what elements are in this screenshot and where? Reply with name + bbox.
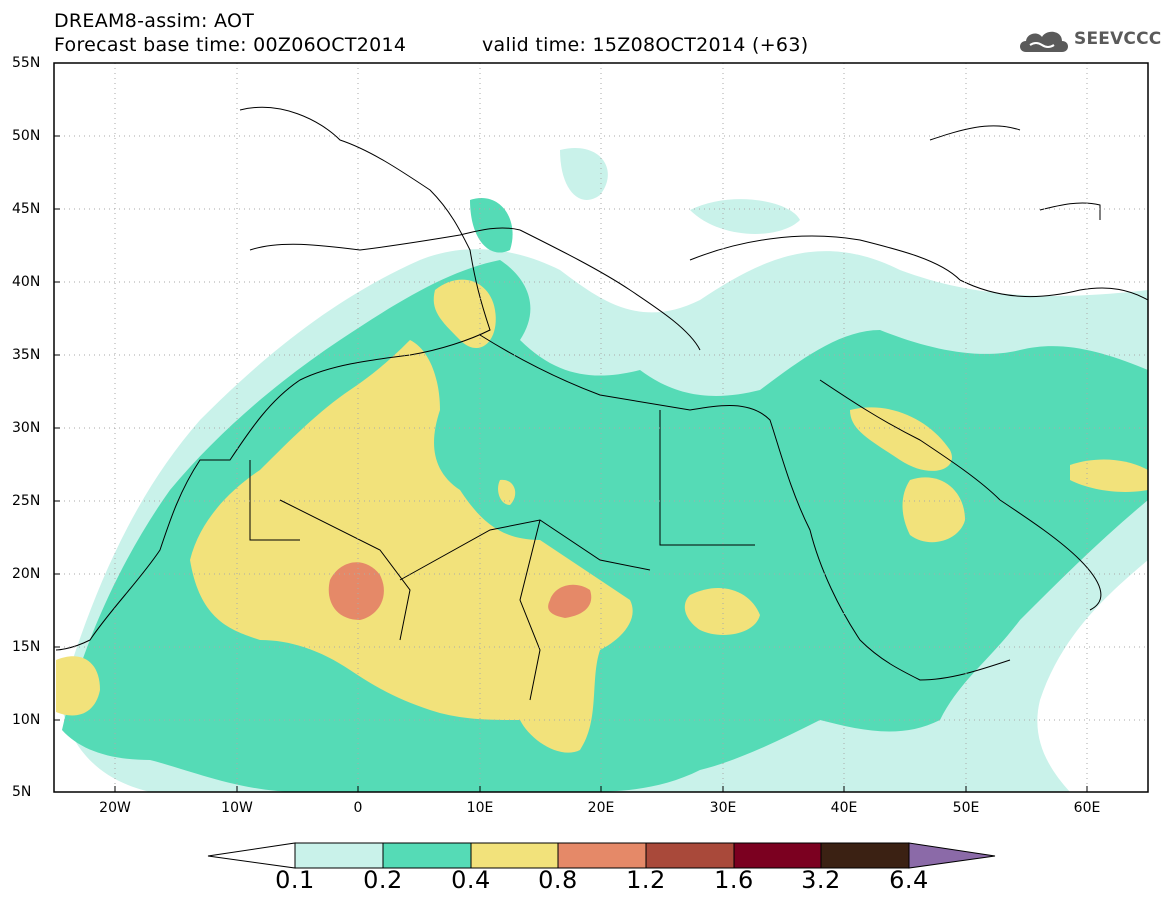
colorbar-seg-1 [294,842,384,869]
colorbar-seg-over [908,842,996,869]
aot-band-0.8-1.2 [328,562,592,620]
lon-label: 10E [466,800,494,816]
lat-label: 20N [12,566,41,582]
lat-label: 40N [12,274,41,290]
colorbar-seg-3 [470,842,559,869]
lat-label: 55N [12,55,41,71]
colorbar-label: 1.2 [626,866,666,894]
lon-label: 0 [353,800,363,816]
aot-band-0.4-0.8 [56,279,1148,753]
lat-label: 15N [12,639,41,655]
lon-label: 20W [99,800,131,816]
lon-label: 10W [221,800,253,816]
seevccc-logo: SEEVCCC [1016,24,1161,56]
map-title: DREAM8-assim: AOT [54,10,255,32]
colorbar-label: 6.4 [889,866,929,894]
tick-marks [54,62,1088,793]
forecast-base-time: Forecast base time: 00Z06OCT2014 [54,34,407,56]
lat-label: 5N [12,784,32,800]
lat-label: 10N [12,712,41,728]
lon-label: 50E [952,800,980,816]
lat-label: 30N [12,420,41,436]
colorbar-label: 1.6 [714,866,754,894]
lat-label: 25N [12,493,41,509]
colorbar-seg-5 [645,842,735,869]
colorbar-seg-2 [382,842,472,869]
colorbar-label: 0.8 [538,866,578,894]
lat-label: 45N [12,201,41,217]
lon-label: 30E [709,800,737,816]
logo-text: SEEVCCC [1074,29,1162,49]
colorbar-seg-7 [820,842,910,869]
lat-label: 35N [12,347,41,363]
lat-label: 50N [12,128,41,144]
colorbar-label: 0.2 [363,866,403,894]
lon-label: 20E [587,800,615,816]
cloud-icon [1020,31,1068,52]
colorbar [207,842,996,869]
colorbar-seg-4 [557,842,647,869]
colorbar-seg-under [207,842,296,869]
lon-label: 40E [830,800,858,816]
colorbar-label: 0.1 [275,866,315,894]
colorbar-seg-6 [733,842,822,869]
colorbar-label: 3.2 [801,866,841,894]
valid-time: valid time: 15Z08OCT2014 (+63) [482,34,809,56]
colorbar-label: 0.4 [451,866,491,894]
lon-label: 60E [1073,800,1101,816]
